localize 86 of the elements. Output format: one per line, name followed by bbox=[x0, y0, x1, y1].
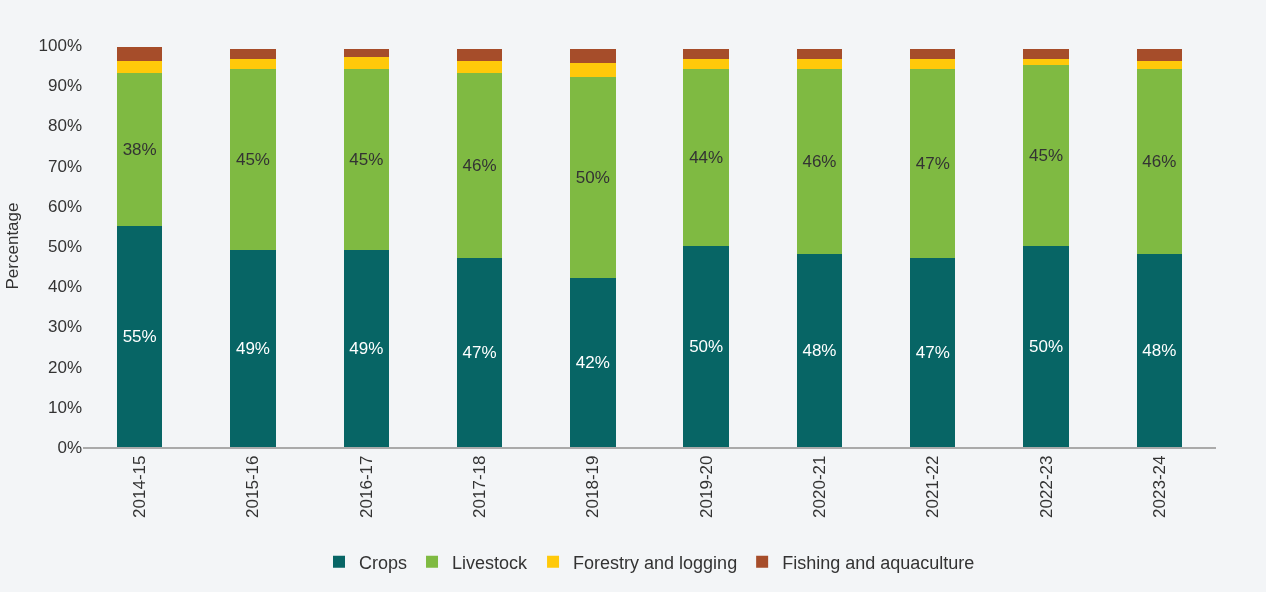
x-tick-label: 2014-15 bbox=[130, 455, 150, 518]
bar bbox=[230, 59, 276, 70]
y-tick-label: 50% bbox=[47, 236, 82, 256]
data-label: 50% bbox=[1029, 337, 1064, 356]
data-label: 42% bbox=[575, 353, 610, 373]
data-label: 45% bbox=[1029, 146, 1064, 166]
data-label: 48% bbox=[802, 341, 837, 361]
bar bbox=[1136, 254, 1183, 447]
data-label: 45% bbox=[349, 150, 384, 170]
bar bbox=[456, 73, 503, 259]
data-label: 47% bbox=[462, 343, 497, 363]
y-tick-label: 10% bbox=[47, 397, 82, 417]
bar bbox=[683, 246, 729, 447]
y-tick-label: 30% bbox=[47, 317, 82, 337]
x-tick-label: 2019-20 bbox=[696, 455, 716, 518]
x-tick-label: 2017-18 bbox=[470, 455, 490, 518]
bar bbox=[683, 59, 729, 70]
y-tick-label: 90% bbox=[47, 76, 82, 96]
bar bbox=[683, 49, 729, 60]
legend-label: Forestry and logging bbox=[573, 552, 738, 573]
data-label: 55% bbox=[122, 326, 157, 346]
y-tick-label: 80% bbox=[47, 116, 82, 136]
x-tick-label: 2022-23 bbox=[1036, 455, 1056, 518]
y-axis-title: Percentage bbox=[3, 202, 23, 290]
data-label: 47% bbox=[915, 343, 950, 363]
legend-label: Livestock bbox=[452, 552, 529, 573]
bar bbox=[1136, 61, 1183, 70]
bar bbox=[796, 254, 843, 447]
y-tick-label: 100% bbox=[38, 35, 82, 55]
bar bbox=[343, 250, 389, 447]
x-tick-label: 2020-21 bbox=[809, 455, 829, 518]
data-label: 50% bbox=[575, 168, 610, 188]
bar bbox=[796, 59, 843, 70]
data-label: 49% bbox=[235, 339, 270, 359]
y-tick-label: 60% bbox=[47, 196, 82, 216]
data-label: 49% bbox=[349, 339, 384, 359]
bar bbox=[1136, 69, 1183, 255]
data-label: 46% bbox=[1142, 152, 1177, 172]
data-label: 38% bbox=[122, 140, 157, 160]
data-label: 46% bbox=[462, 156, 497, 176]
bar bbox=[796, 69, 843, 255]
x-tick-label: 2021-22 bbox=[923, 455, 943, 518]
y-tick-label: 40% bbox=[47, 277, 82, 297]
bar bbox=[796, 49, 843, 60]
bar bbox=[116, 225, 163, 447]
x-tick-label: 2015-16 bbox=[243, 455, 263, 518]
bar bbox=[1136, 49, 1183, 62]
data-label: 47% bbox=[915, 154, 950, 174]
data-label: 45% bbox=[235, 150, 270, 170]
y-tick-label: 0% bbox=[57, 437, 82, 457]
data-label: 44% bbox=[689, 148, 724, 168]
bar bbox=[1023, 59, 1069, 66]
bar bbox=[910, 258, 956, 447]
bar bbox=[910, 59, 956, 70]
bar bbox=[230, 49, 276, 60]
bar bbox=[230, 250, 276, 447]
bar bbox=[343, 57, 389, 70]
bar bbox=[1023, 49, 1069, 60]
bar bbox=[910, 69, 956, 259]
bar bbox=[456, 258, 503, 447]
bar bbox=[116, 47, 163, 62]
bar bbox=[116, 73, 163, 226]
data-label: 46% bbox=[802, 152, 837, 172]
bar bbox=[1023, 246, 1069, 447]
x-tick-label: 2018-19 bbox=[583, 455, 603, 518]
bar bbox=[570, 77, 616, 279]
y-tick-label: 20% bbox=[47, 357, 82, 377]
data-label: 50% bbox=[689, 337, 724, 356]
bar bbox=[456, 49, 503, 62]
legend-label: Fishing and aquaculture bbox=[782, 552, 975, 573]
bar bbox=[1023, 65, 1069, 246]
bar bbox=[570, 63, 616, 78]
bar bbox=[456, 61, 503, 74]
x-tick-label: 2016-17 bbox=[356, 455, 376, 518]
bar bbox=[683, 69, 729, 246]
bar bbox=[343, 69, 389, 251]
bar bbox=[570, 278, 616, 447]
x-tick-label: 2023-24 bbox=[1149, 455, 1169, 518]
y-tick-label: 70% bbox=[47, 156, 82, 176]
bar bbox=[230, 69, 276, 251]
bar bbox=[343, 49, 389, 58]
data-label: 48% bbox=[1142, 341, 1177, 361]
bar bbox=[910, 49, 956, 60]
bar bbox=[570, 49, 616, 64]
legend-label: Crops bbox=[359, 552, 408, 573]
bar bbox=[116, 61, 163, 74]
